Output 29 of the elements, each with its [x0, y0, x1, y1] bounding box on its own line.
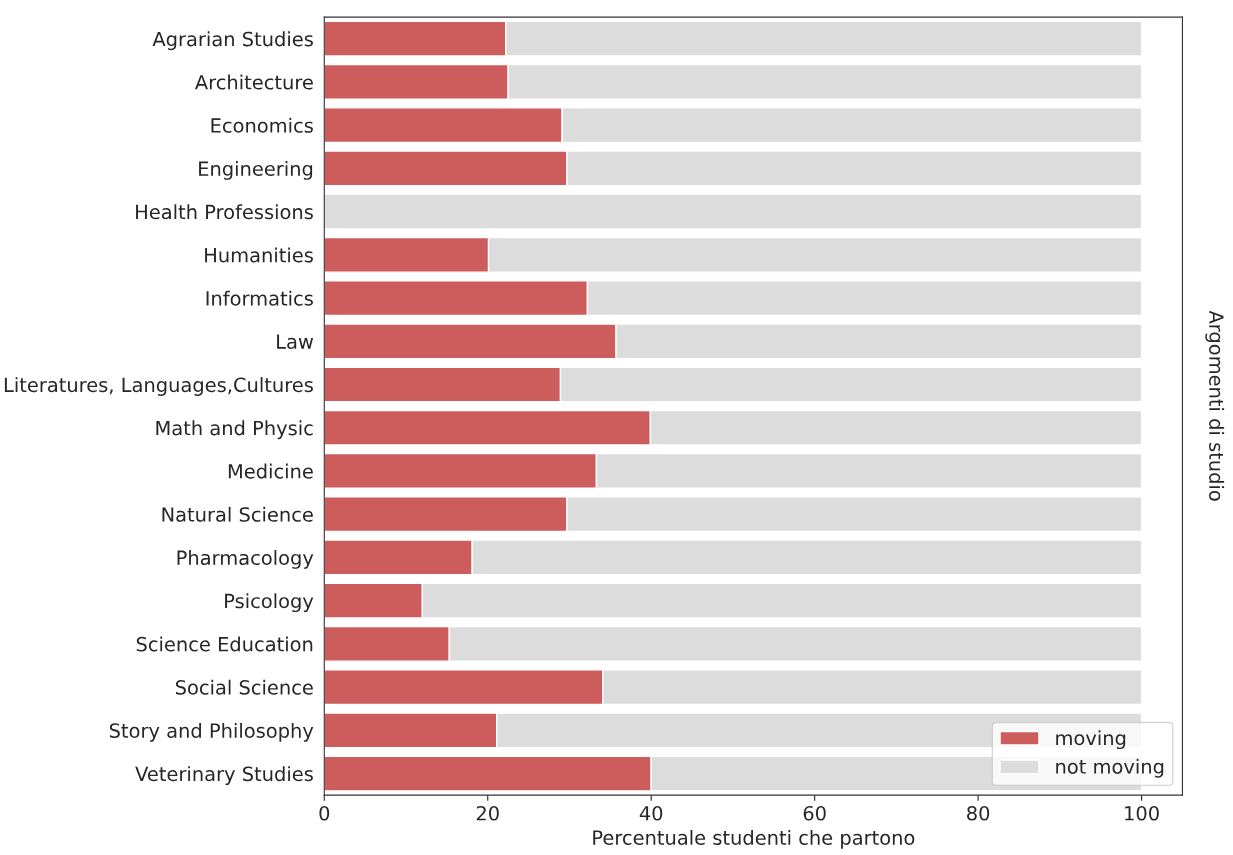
- x-axis-title: Percentuale studenti che partono: [593, 829, 915, 849]
- y-axis-title: Argomenti di studio: [1205, 310, 1225, 501]
- x-tick-label: 0: [319, 805, 330, 821]
- y-tick-label: Math and Physic: [156, 420, 313, 440]
- y-tick-label: Medicine: [228, 463, 313, 479]
- x-tick-label: 60: [803, 805, 826, 821]
- y-tick-label: Humanities: [205, 247, 313, 263]
- y-tick-label: Agrarian Studies: [152, 31, 313, 51]
- x-tick-label: 80: [967, 805, 990, 821]
- y-tick-label: Social Science: [175, 679, 313, 695]
- x-tick-label: 100: [1125, 805, 1159, 821]
- y-tick-label: Natural Science: [162, 506, 313, 522]
- y-tick-label: Psicology: [225, 593, 314, 613]
- y-tick-label: Health Professions: [136, 204, 313, 220]
- y-tick-label: Veterinary Studies: [135, 766, 313, 785]
- y-tick-label: Informatics: [206, 290, 313, 306]
- legend-label: moving: [1056, 730, 1126, 750]
- y-tick-label: Law: [277, 334, 314, 349]
- x-tick-label: 20: [476, 805, 499, 821]
- x-tick-label: 40: [639, 805, 663, 821]
- y-tick-label: Science Education: [136, 636, 313, 652]
- y-tick-label: Architecture: [195, 74, 313, 90]
- y-tick-label: Pharmacology: [177, 550, 314, 569]
- bar: [324, 193, 1143, 230]
- y-tick-label: Literatures, Languages,Cultures: [4, 377, 313, 396]
- y-tick-label: Story and Philosophy: [109, 722, 314, 742]
- y-tick-label: Engineering: [199, 161, 313, 180]
- legend-label: not moving: [1056, 758, 1164, 778]
- y-tick-label: Economics: [211, 117, 313, 133]
